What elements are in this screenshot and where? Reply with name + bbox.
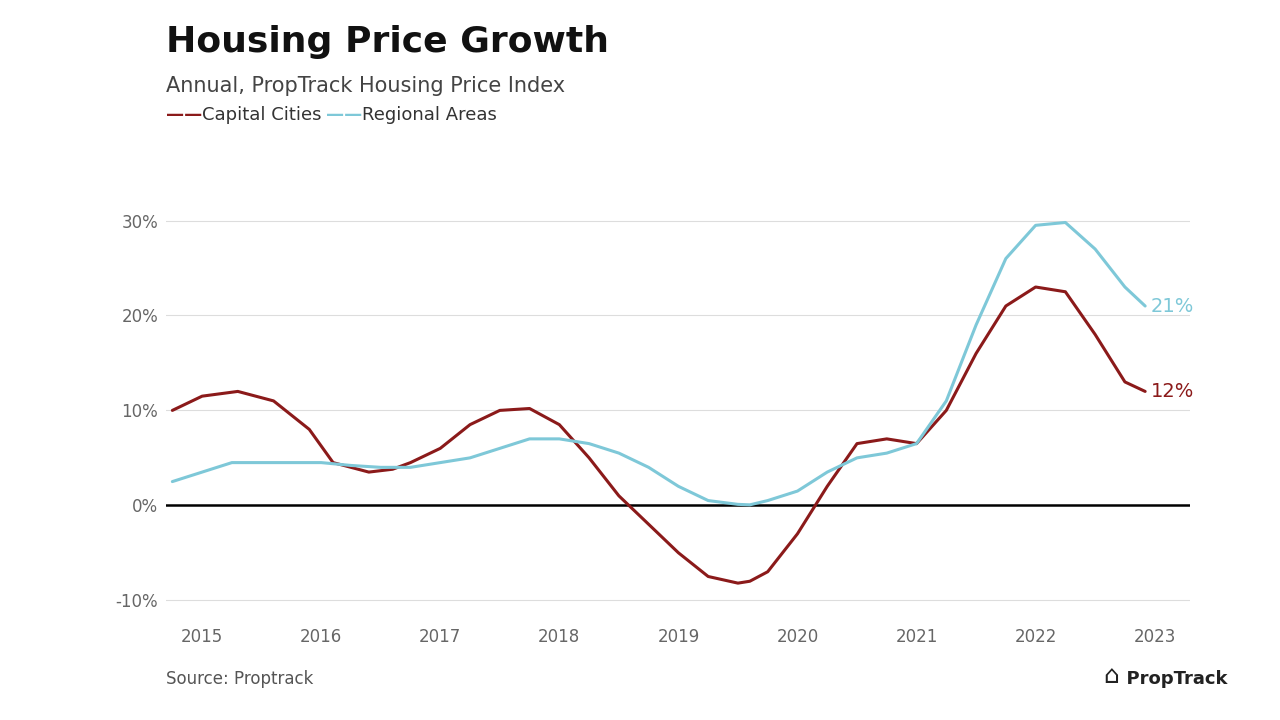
Text: ⌂: ⌂	[1103, 664, 1119, 688]
Text: Capital Cities: Capital Cities	[202, 107, 321, 124]
Text: Annual, PropTrack Housing Price Index: Annual, PropTrack Housing Price Index	[166, 76, 566, 96]
Text: 21%: 21%	[1151, 297, 1194, 315]
Text: Housing Price Growth: Housing Price Growth	[166, 25, 609, 59]
Text: ——: ——	[326, 107, 362, 124]
Text: PropTrack: PropTrack	[1114, 670, 1228, 688]
Text: ——: ——	[166, 107, 202, 124]
Text: 12%: 12%	[1151, 382, 1194, 401]
Text: Regional Areas: Regional Areas	[362, 107, 497, 124]
Text: Source: Proptrack: Source: Proptrack	[166, 670, 314, 688]
